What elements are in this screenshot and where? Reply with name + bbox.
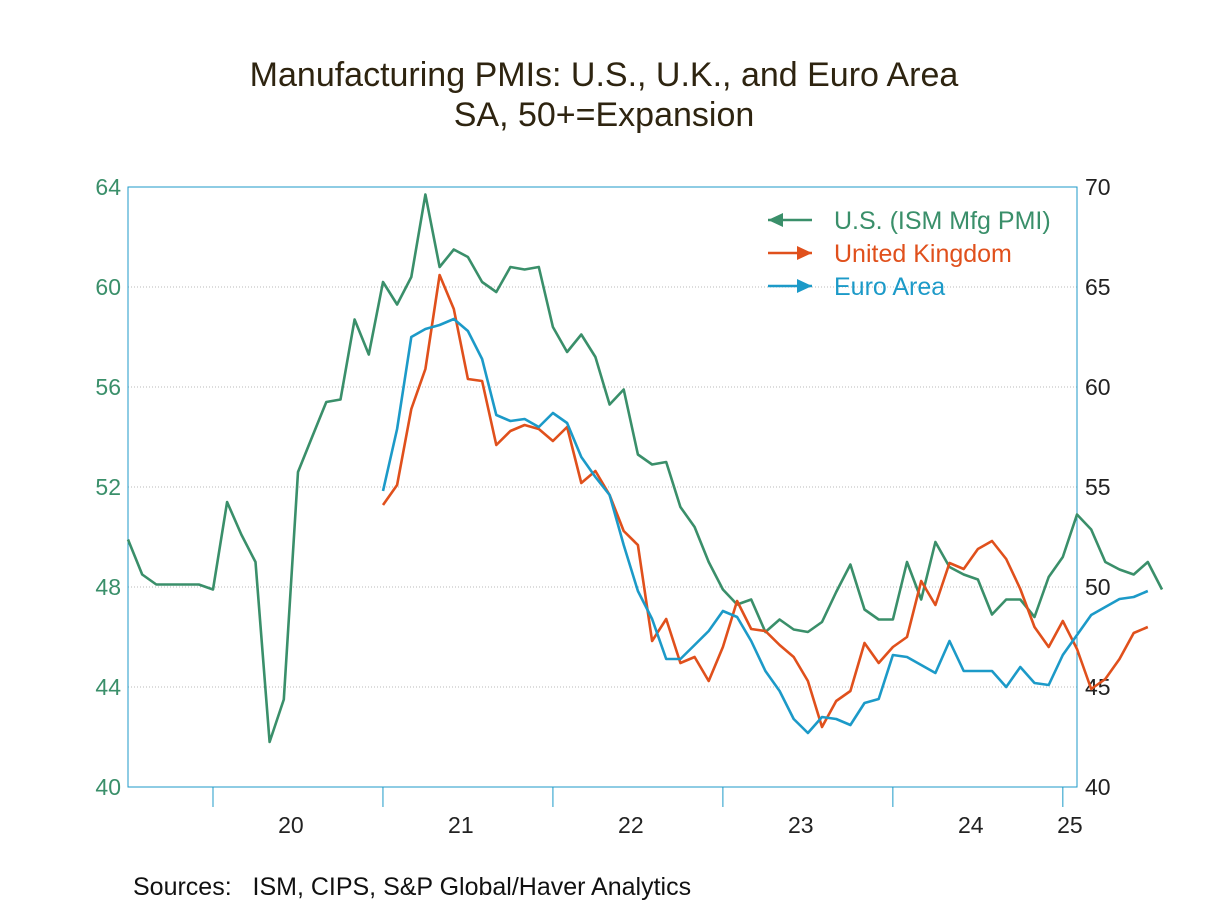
right-tick-label: 70: [1085, 174, 1111, 200]
right-tick-label: 60: [1085, 374, 1111, 400]
legend-label: U.S. (ISM Mfg PMI): [834, 207, 1051, 235]
chart-title: Manufacturing PMIs: U.S., U.K., and Euro…: [250, 56, 959, 94]
year-label: 25: [1057, 812, 1083, 838]
series-line-euro-area: [381, 317, 1149, 735]
left-tick-label: 44: [95, 674, 121, 700]
chart-subtitle: SA, 50+=Expansion: [454, 96, 755, 134]
legend-arrow-icon: [768, 213, 783, 227]
year-label: 23: [788, 812, 814, 838]
legend-label: Euro Area: [834, 273, 945, 301]
legend-label: United Kingdom: [834, 240, 1012, 268]
left-axis: 40 44 48 52 56 60 64: [95, 174, 121, 800]
year-label: 22: [618, 812, 644, 838]
x-axis: 20 21 22 23 24 25: [212, 787, 1083, 838]
series-lines: [126, 193, 1164, 744]
right-tick-label: 65: [1085, 274, 1111, 300]
year-label: 21: [448, 812, 474, 838]
series-line-united-kingdom: [381, 273, 1149, 729]
year-label: 24: [958, 812, 984, 838]
series-line-u-s-ism-mfg-pmi: [126, 193, 1164, 744]
left-tick-label: 56: [95, 374, 121, 400]
right-tick-label: 55: [1085, 474, 1111, 500]
left-tick-label: 64: [95, 174, 121, 200]
year-label: 20: [278, 812, 304, 838]
legend-arrow-icon: [797, 246, 812, 260]
legend: U.S. (ISM Mfg PMI) United Kingdom Euro Are…: [768, 207, 1051, 301]
left-tick-label: 48: [95, 574, 121, 600]
right-tick-label: 50: [1085, 574, 1111, 600]
legend-arrow-icon: [797, 279, 812, 293]
left-tick-label: 52: [95, 474, 121, 500]
left-tick-label: 40: [95, 774, 121, 800]
right-tick-label: 40: [1085, 774, 1111, 800]
source-note: Sources: ISM, CIPS, S&P Global/Haver Ana…: [133, 873, 691, 901]
left-tick-label: 60: [95, 274, 121, 300]
plot-frame: [127, 186, 1078, 788]
